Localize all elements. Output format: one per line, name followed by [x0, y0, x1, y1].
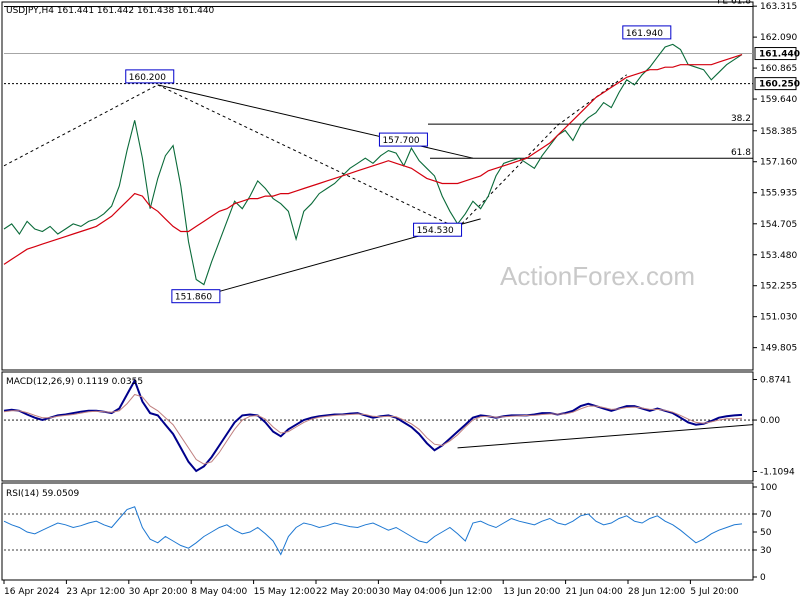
price-annotation-box	[171, 289, 221, 304]
price-annotation-label: 154.530	[417, 226, 454, 236]
price-tick-label: 155.935	[760, 189, 797, 199]
rsi-tick-label: 100	[760, 483, 777, 493]
x-tick-label: 13 Jun 20:00	[503, 587, 560, 597]
moving-average-line	[3, 54, 743, 265]
price-annotation-box	[125, 69, 175, 84]
x-tick-label: 15 May 12:00	[254, 587, 316, 597]
macd-tick-label: 0.8741	[760, 376, 792, 386]
x-tick-label: 6 Jun 12:00	[441, 587, 493, 597]
fib-label: 61.8	[731, 148, 751, 158]
price-tick-label: 157.160	[760, 158, 797, 168]
price-tag-box	[754, 47, 797, 61]
macd-tick-label: 0.00	[760, 416, 780, 426]
rsi-line	[3, 506, 743, 556]
price-annotation-box	[413, 222, 463, 237]
price-annotation-label: 161.940	[626, 29, 663, 39]
price-tick-label: 163.315	[760, 2, 797, 12]
symbol-info: USDJPY,H4 161.441 161.442 161.438 161.44…	[6, 6, 215, 16]
dashed-trendline	[3, 84, 158, 167]
price-tag-box	[754, 77, 797, 91]
x-tick-label: 16 Apr 2024	[4, 587, 60, 597]
macd-label: MACD(12,26,9) 0.1119 0.0355	[6, 377, 143, 387]
price-tick-label: 154.705	[760, 220, 797, 230]
x-tick-label: 30 Apr 20:00	[129, 587, 188, 597]
x-tick-label: 30 May 04:00	[378, 587, 440, 597]
rsi-tick-label: 70	[760, 510, 772, 520]
price-tick-label: 159.640	[760, 95, 797, 105]
price-annotation-label: 151.860	[175, 293, 212, 303]
rsi-tick-label: 0	[760, 573, 766, 583]
price-tick-label: 152.255	[760, 282, 797, 292]
price-annotation-label: 160.200	[129, 73, 166, 83]
macd-trendline	[457, 424, 754, 449]
x-tick-label: 5 Jul 20:00	[690, 587, 739, 597]
rsi-label: RSI(14) 59.0509	[6, 489, 79, 499]
dashed-trendline	[157, 84, 458, 229]
rsi-layer	[3, 506, 753, 556]
price-annotation-label: 157.700	[382, 136, 419, 146]
price-tick-label: 153.480	[760, 251, 797, 261]
price-annotation-box	[622, 25, 672, 40]
x-tick-label: 21 Jun 04:00	[566, 587, 623, 597]
fib-label: 38.2	[731, 114, 751, 124]
x-tick-label: 22 May 20:00	[316, 587, 378, 597]
price-tick-label: 158.385	[760, 127, 797, 137]
watermark: ActionForex.com	[500, 261, 695, 291]
macd-tick-label: -1.1094	[760, 467, 795, 477]
rsi-tick-label: 50	[760, 528, 772, 538]
price-panel-frame	[1, 1, 754, 371]
axis-layer: 163.315 162.090 160.865 159.640 158.385 157.1…	[3, 2, 800, 597]
price-tag-label: 161.440	[759, 50, 800, 60]
price-tick-label: 160.865	[760, 64, 797, 74]
fib-label: FE 61.8	[717, 0, 751, 7]
x-tick-label: 28 Jun 12:00	[628, 587, 685, 597]
price-tick-label: 162.090	[760, 33, 797, 43]
price-annotation-box	[378, 132, 428, 147]
price-layer: FE 61.8 38.2 61.8 160.200 151.860 157.700 154.…	[3, 0, 753, 304]
macd-panel-frame	[1, 371, 754, 482]
price-tag-label: 160.250	[759, 80, 800, 90]
x-tick-label: 23 Apr 12:00	[66, 587, 125, 597]
rsi-panel-frame	[1, 482, 754, 581]
x-tick-label: 8 May 04:00	[191, 587, 247, 597]
price-tick-label: 151.030	[760, 313, 797, 323]
signal-line	[3, 393, 743, 465]
rsi-tick-label: 30	[760, 546, 772, 556]
price-tick-label: 149.805	[760, 344, 797, 354]
price-line	[3, 43, 743, 286]
dashed-trendline	[557, 74, 627, 126]
macd-layer	[3, 378, 754, 473]
